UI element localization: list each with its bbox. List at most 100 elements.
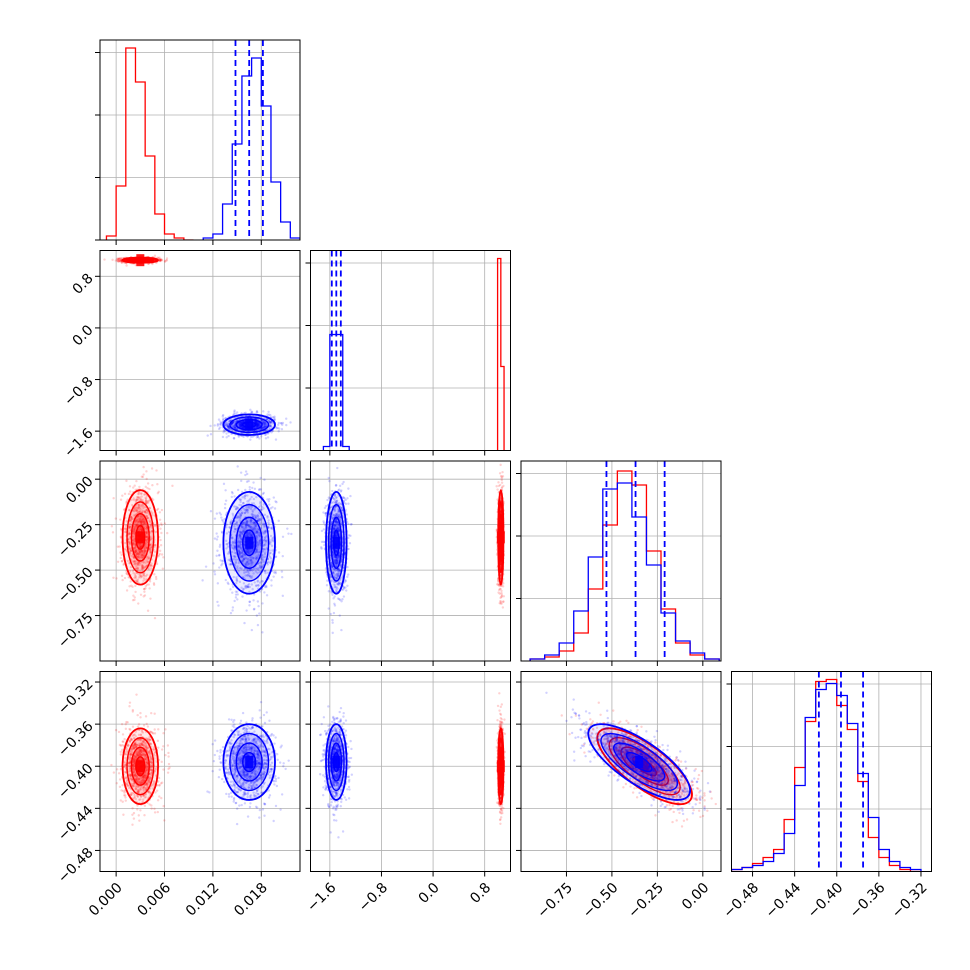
sample-point — [143, 550, 146, 553]
sample-point — [234, 505, 238, 509]
sample-point — [133, 528, 136, 532]
sample-point — [222, 417, 225, 421]
sample-point — [268, 419, 271, 422]
sample-point — [243, 571, 246, 574]
sample-point — [270, 538, 273, 542]
sample-point — [140, 528, 144, 531]
sample-point — [132, 509, 135, 513]
sample-point — [136, 555, 139, 559]
sample-point — [246, 568, 250, 571]
sample-point — [143, 510, 146, 513]
sample-point — [256, 423, 260, 427]
sample-point — [123, 576, 127, 580]
sample-point — [245, 561, 248, 564]
sample-point — [263, 422, 266, 426]
sample-point — [224, 539, 228, 543]
sample-point — [225, 432, 228, 435]
sample-point — [224, 578, 228, 582]
sample-point — [248, 590, 251, 594]
sample-point — [148, 587, 151, 590]
sample-point — [227, 419, 231, 423]
sample-point — [235, 520, 239, 524]
sample-point — [256, 584, 260, 587]
sample-point — [204, 565, 208, 568]
sample-point — [135, 523, 139, 527]
sample-point — [253, 530, 257, 533]
sample-point — [251, 510, 254, 513]
sample-point — [139, 521, 143, 524]
sample-point — [135, 496, 139, 499]
sample-point — [238, 530, 242, 534]
sample-point — [153, 550, 157, 553]
y-tick-label: −0.25 — [55, 519, 97, 561]
sample-point — [250, 583, 254, 586]
sample-point — [248, 604, 251, 607]
sample-point — [226, 543, 229, 546]
sample-point — [128, 525, 131, 529]
sample-point — [125, 479, 128, 483]
sample-point — [250, 555, 253, 559]
sample-point — [216, 423, 220, 426]
sample-point — [135, 549, 138, 553]
sample-point — [258, 612, 261, 615]
sample-point — [116, 258, 120, 262]
sample-point — [235, 577, 239, 581]
sample-point — [230, 422, 233, 425]
sample-point — [140, 550, 144, 554]
sample-point — [249, 505, 252, 508]
sample-point — [256, 579, 260, 582]
sample-point — [267, 526, 270, 529]
sample-point — [213, 573, 217, 576]
sample-point — [239, 531, 243, 534]
sample-point — [244, 570, 248, 574]
sample-point — [496, 583, 499, 586]
sample-point — [257, 488, 261, 492]
sample-point — [159, 538, 162, 542]
sample-point — [138, 551, 142, 554]
sample-point — [239, 516, 242, 519]
sample-point — [240, 531, 244, 534]
sample-point — [233, 599, 236, 603]
sample-point — [135, 564, 138, 568]
sample-point — [237, 570, 240, 573]
sample-point — [213, 424, 216, 427]
sample-point — [252, 527, 255, 530]
sample-point — [129, 580, 132, 583]
sample-point — [148, 546, 151, 550]
sample-point — [131, 535, 135, 538]
sample-point — [141, 517, 145, 521]
sample-point — [257, 551, 260, 554]
sample-point — [270, 527, 273, 530]
sample-point — [243, 557, 246, 561]
sample-point — [230, 422, 234, 425]
sample-point — [141, 554, 144, 557]
sample-point — [255, 423, 259, 426]
sample-point — [142, 560, 145, 563]
axis-frame — [310, 250, 511, 451]
sample-point — [264, 530, 267, 533]
sample-point — [127, 540, 130, 543]
sample-point — [223, 518, 226, 521]
sample-point — [226, 552, 230, 555]
sample-point — [245, 568, 249, 572]
sample-point — [241, 595, 244, 598]
sample-point — [143, 521, 147, 524]
sample-point — [244, 488, 247, 492]
sample-point — [136, 578, 140, 581]
sample-point — [255, 436, 259, 439]
sample-point — [268, 555, 272, 558]
sample-point — [251, 509, 254, 512]
sample-point — [236, 593, 239, 596]
sample-point — [137, 561, 140, 564]
sample-point — [134, 526, 137, 529]
sample-point — [252, 567, 256, 570]
sample-point — [230, 490, 234, 494]
sample-point — [280, 570, 284, 573]
sample-point — [264, 422, 267, 425]
sample-point — [258, 535, 262, 538]
sample-point — [134, 523, 138, 526]
sample-point — [139, 573, 142, 576]
sample-point — [255, 409, 259, 413]
sample-point — [262, 563, 265, 567]
sample-point — [247, 572, 251, 575]
